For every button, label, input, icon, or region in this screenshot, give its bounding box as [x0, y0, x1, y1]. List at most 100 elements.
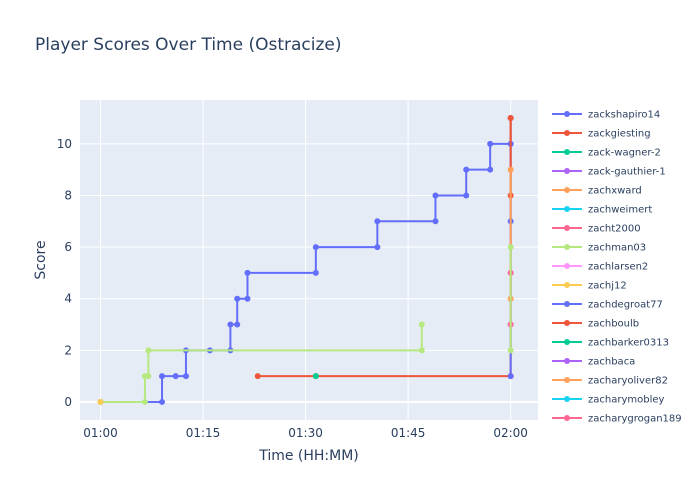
- data-point: [507, 244, 514, 251]
- data-point: [227, 321, 234, 328]
- legend-swatch-marker: [564, 206, 570, 212]
- data-point: [374, 218, 381, 225]
- y-tick-label: 10: [57, 137, 72, 151]
- series-zachj12: [97, 398, 104, 405]
- data-point: [145, 373, 152, 380]
- x-axis-ticks: 01:00 01:15 01:30 01:45 02:00: [83, 426, 528, 440]
- legend-swatch-marker: [564, 301, 570, 307]
- data-point: [487, 140, 494, 147]
- data-point: [312, 244, 319, 251]
- data-point: [172, 373, 179, 380]
- y-tick-label: 4: [64, 292, 72, 306]
- legend-item[interactable]: zackgiesting: [552, 129, 651, 140]
- data-point: [244, 269, 251, 276]
- legend-item[interactable]: zachbaca: [552, 357, 635, 368]
- legend-swatch-marker: [564, 320, 570, 326]
- data-point: [312, 269, 319, 276]
- y-tick-label: 6: [64, 240, 72, 254]
- legend-viewport: zackshapiro14 zackgiesting zack-wagner-2 za…: [552, 110, 682, 425]
- legend-item[interactable]: zack-wagner-2: [552, 148, 661, 159]
- data-point: [374, 244, 381, 251]
- legend-label: zacharyoliver82: [588, 376, 668, 387]
- x-tick-label: 01:00: [83, 426, 118, 440]
- legend-item[interactable]: zacharymobley: [552, 395, 665, 406]
- legend-item[interactable]: zachman03: [552, 243, 646, 254]
- legend-swatch-marker: [564, 244, 570, 250]
- legend-label: zachboulb: [588, 319, 639, 330]
- data-point: [507, 347, 514, 354]
- legend-item[interactable]: zacharyoliver82: [552, 376, 668, 387]
- legend-item[interactable]: zack-gauthier-1: [552, 167, 666, 178]
- legend-label: zacht2000: [588, 224, 641, 235]
- legend-item[interactable]: zacharygrogan189: [552, 414, 682, 425]
- chart-title: Player Scores Over Time (Ostracize): [35, 35, 342, 55]
- data-point: [418, 347, 425, 354]
- legend-label: zachlarsen2: [588, 262, 648, 273]
- plot-background: [80, 100, 538, 420]
- legend-swatch-marker: [564, 263, 570, 269]
- data-point: [432, 192, 439, 199]
- legend-label: zacharygrogan189: [588, 414, 682, 425]
- y-axis-label: Score: [33, 240, 49, 279]
- x-axis-label: Time (HH:MM): [258, 448, 359, 464]
- legend-label: zack-gauthier-1: [588, 167, 666, 178]
- legend-swatch-marker: [564, 415, 570, 421]
- data-point: [254, 373, 261, 380]
- legend-label: zack-wagner-2: [588, 148, 661, 159]
- data-point: [159, 398, 166, 405]
- legend-item[interactable]: zachbarker0313: [552, 338, 669, 349]
- x-tick-label: 01:15: [186, 426, 221, 440]
- legend-label: zachj12: [588, 281, 627, 292]
- data-point: [141, 398, 148, 405]
- legend-swatch-marker: [564, 187, 570, 193]
- legend-swatch-marker: [564, 282, 570, 288]
- data-point: [97, 398, 104, 405]
- x-tick-label: 01:30: [288, 426, 323, 440]
- legend-item[interactable]: zachj12: [552, 281, 627, 292]
- data-point: [234, 295, 241, 302]
- legend-swatch-marker: [564, 149, 570, 155]
- y-tick-label: 2: [64, 343, 72, 357]
- series-zackshapiro14: [97, 115, 514, 405]
- legend-label: zachdegroat77: [588, 300, 663, 311]
- legend-swatch-marker: [564, 377, 570, 383]
- legend-label: zachbaca: [588, 357, 635, 368]
- data-point: [507, 115, 514, 122]
- legend-item[interactable]: zacht2000: [552, 224, 641, 235]
- data-point: [507, 373, 514, 380]
- legend-swatch-marker: [564, 396, 570, 402]
- y-axis-ticks: 0 2 4 6 8 10: [57, 137, 72, 409]
- legend-swatch-marker: [564, 168, 570, 174]
- x-tick-label: 02:00: [493, 426, 528, 440]
- legend-swatch-marker: [564, 339, 570, 345]
- legend-label: zackgiesting: [588, 129, 651, 140]
- legend-label: zachbarker0313: [588, 338, 669, 349]
- data-point: [182, 373, 189, 380]
- series-17: [507, 244, 514, 354]
- legend-item[interactable]: zachdegroat77: [552, 300, 663, 311]
- data-point: [418, 321, 425, 328]
- legend-label: zachxward: [588, 186, 642, 197]
- legend-item[interactable]: zachweimert: [552, 205, 652, 216]
- legend-item[interactable]: zachxward: [552, 186, 642, 197]
- data-point: [234, 321, 241, 328]
- legend-swatch-marker: [564, 111, 570, 117]
- series-group: [97, 115, 514, 405]
- x-tick-label: 01:45: [391, 426, 426, 440]
- legend-item[interactable]: zachboulb: [552, 319, 639, 330]
- legend-swatch-marker: [564, 130, 570, 136]
- data-point: [159, 373, 166, 380]
- data-point: [244, 295, 251, 302]
- y-tick-label: 0: [64, 395, 72, 409]
- legend-item[interactable]: zackshapiro14: [552, 110, 660, 121]
- data-point: [312, 373, 319, 380]
- data-point: [463, 192, 470, 199]
- legend-label: zackshapiro14: [588, 110, 660, 121]
- legend-swatch-marker: [564, 358, 570, 364]
- legend-item[interactable]: zachlarsen2: [552, 262, 648, 273]
- legend: zackshapiro14 zackgiesting zack-wagner-2 za…: [552, 110, 682, 425]
- data-point: [145, 347, 152, 354]
- legend-label: zachman03: [588, 243, 646, 254]
- data-point: [487, 166, 494, 173]
